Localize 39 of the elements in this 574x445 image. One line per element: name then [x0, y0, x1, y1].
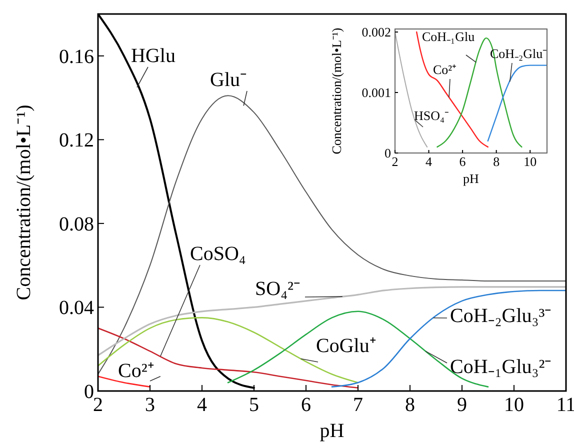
series-label: HGlu: [131, 45, 176, 67]
x-tick-label: 10: [504, 394, 524, 416]
x-tick-label: 5: [249, 394, 259, 416]
y-tick-label: 0.001: [362, 85, 391, 100]
x-tick-label: 6: [301, 394, 311, 416]
y-tick-label: 0.12: [59, 130, 94, 152]
x-tick-label: 6: [459, 154, 466, 169]
x-tick-label: 2: [392, 154, 398, 169]
y-axis-title: Concentration/(mol•L⁻¹): [13, 104, 35, 300]
x-tick-label: 2: [93, 394, 103, 416]
y-tick-label: 0.08: [59, 213, 94, 236]
series-label: CoH₋₂Glu₃³⁻: [450, 305, 552, 327]
y-tick-label: 0: [384, 146, 391, 161]
y-tick-label: 0.16: [59, 46, 94, 68]
x-tick-label: 7: [353, 394, 363, 416]
x-axis-title: pH: [320, 420, 344, 442]
line-series: [487, 64, 547, 142]
x-axis-title: pH: [463, 171, 479, 186]
y-tick-label: 0.04: [59, 297, 94, 320]
y-axis-title: Concentration/(mol•L⁻¹): [329, 28, 344, 154]
y-tick-label: 0.002: [362, 24, 391, 40]
x-tick-label: 4: [426, 154, 433, 169]
series-label: Co²⁺: [118, 360, 154, 382]
x-tick-label: 9: [457, 394, 467, 416]
series-label: CoGlu⁺: [316, 335, 376, 357]
x-tick-label: 8: [405, 394, 415, 416]
text: CoSO₄: [190, 243, 246, 265]
series-label: CoH₋₁Glu: [422, 29, 476, 44]
series-label: Co²⁺: [433, 62, 456, 77]
x-tick-label: 4: [197, 394, 207, 416]
series-label: HSO₄⁻: [414, 108, 449, 123]
line-series: [416, 31, 488, 148]
x-tick-label: 8: [493, 154, 500, 169]
series-label: CoH₋₁Glu₃²⁻: [450, 356, 552, 378]
x-tick-label: 3: [145, 394, 155, 416]
series-label: SO₄²⁻: [255, 278, 301, 300]
x-tick-label: 10: [524, 154, 537, 169]
series-label: Glu⁻: [210, 69, 247, 91]
y-tick-label: 0: [84, 381, 94, 403]
